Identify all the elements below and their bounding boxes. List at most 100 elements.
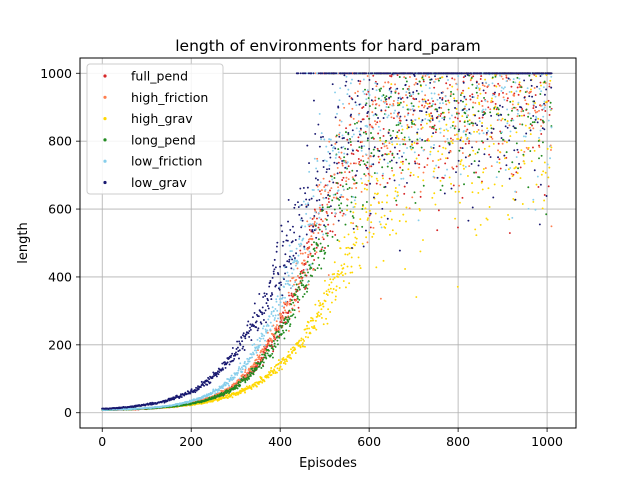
data-point <box>317 188 320 191</box>
data-point <box>312 268 315 271</box>
data-point <box>453 78 456 81</box>
data-point <box>295 247 298 250</box>
data-point <box>351 107 354 110</box>
data-point <box>295 290 298 293</box>
data-point <box>377 132 380 135</box>
data-point <box>394 90 397 93</box>
data-point <box>348 124 351 126</box>
data-point <box>237 392 240 395</box>
data-point <box>347 88 350 91</box>
data-point <box>437 93 440 96</box>
data-point <box>510 119 513 122</box>
data-point <box>276 309 279 312</box>
data-point <box>262 325 265 328</box>
data-point <box>231 379 234 381</box>
data-point <box>347 178 350 181</box>
data-point <box>546 100 548 103</box>
data-point <box>319 210 322 213</box>
data-point <box>290 357 293 360</box>
data-point <box>345 180 348 183</box>
data-point <box>467 87 470 90</box>
data-point <box>361 208 364 210</box>
data-point <box>271 339 274 342</box>
data-point <box>490 165 493 168</box>
data-point <box>469 98 472 101</box>
data-point <box>535 183 538 186</box>
data-point <box>421 98 424 101</box>
data-point <box>472 149 475 152</box>
data-point <box>493 84 496 87</box>
data-point <box>476 130 479 133</box>
data-point <box>269 354 272 357</box>
data-point <box>428 102 431 105</box>
data-point <box>408 85 411 88</box>
data-point <box>503 140 506 143</box>
data-point <box>452 184 455 187</box>
data-point <box>405 206 408 209</box>
data-point <box>469 79 472 82</box>
data-point <box>438 120 441 123</box>
data-point <box>455 133 458 136</box>
data-point <box>512 100 514 103</box>
data-point <box>255 358 258 361</box>
data-point <box>431 117 434 120</box>
data-point <box>445 157 447 160</box>
data-point <box>471 93 474 96</box>
data-point <box>242 373 244 376</box>
data-point <box>315 167 318 170</box>
data-point <box>355 187 358 189</box>
data-point <box>324 184 327 187</box>
data-point <box>289 323 292 326</box>
data-point <box>246 357 249 360</box>
data-point <box>366 188 368 191</box>
data-point <box>394 88 397 91</box>
data-point <box>518 114 521 117</box>
data-point <box>524 91 527 94</box>
data-point <box>324 247 326 249</box>
data-point <box>465 109 468 112</box>
data-point <box>376 121 379 124</box>
data-point <box>385 201 388 204</box>
data-point <box>490 99 493 102</box>
data-point <box>491 137 494 140</box>
data-point <box>430 146 433 149</box>
data-point <box>325 232 328 235</box>
data-point <box>284 311 287 314</box>
data-point <box>497 82 500 85</box>
data-point <box>415 296 418 299</box>
data-point <box>270 369 272 372</box>
data-point <box>333 276 336 279</box>
data-point <box>444 174 447 177</box>
data-point <box>365 183 368 186</box>
data-point <box>306 248 309 251</box>
data-point <box>265 357 268 360</box>
data-point <box>338 119 341 122</box>
data-point <box>442 146 445 149</box>
data-point <box>456 88 459 91</box>
data-point <box>361 182 363 185</box>
data-point <box>319 223 322 226</box>
data-point <box>277 317 279 320</box>
data-point <box>409 147 412 149</box>
data-point <box>303 248 306 251</box>
data-point <box>284 309 287 312</box>
data-point <box>256 367 258 369</box>
data-point <box>516 115 519 118</box>
data-point <box>313 325 316 328</box>
data-point <box>216 391 219 393</box>
data-point <box>306 220 309 223</box>
data-point <box>529 133 532 136</box>
data-point <box>379 223 382 226</box>
data-point <box>237 367 240 370</box>
data-point <box>368 174 371 177</box>
grid-lines <box>80 58 576 428</box>
data-point <box>378 88 381 91</box>
data-point <box>510 90 513 93</box>
data-point <box>320 218 323 221</box>
data-point <box>522 109 525 112</box>
data-point <box>344 253 347 256</box>
data-point <box>281 358 284 361</box>
data-point <box>462 76 465 79</box>
data-point <box>350 195 353 198</box>
data-point <box>475 140 478 143</box>
